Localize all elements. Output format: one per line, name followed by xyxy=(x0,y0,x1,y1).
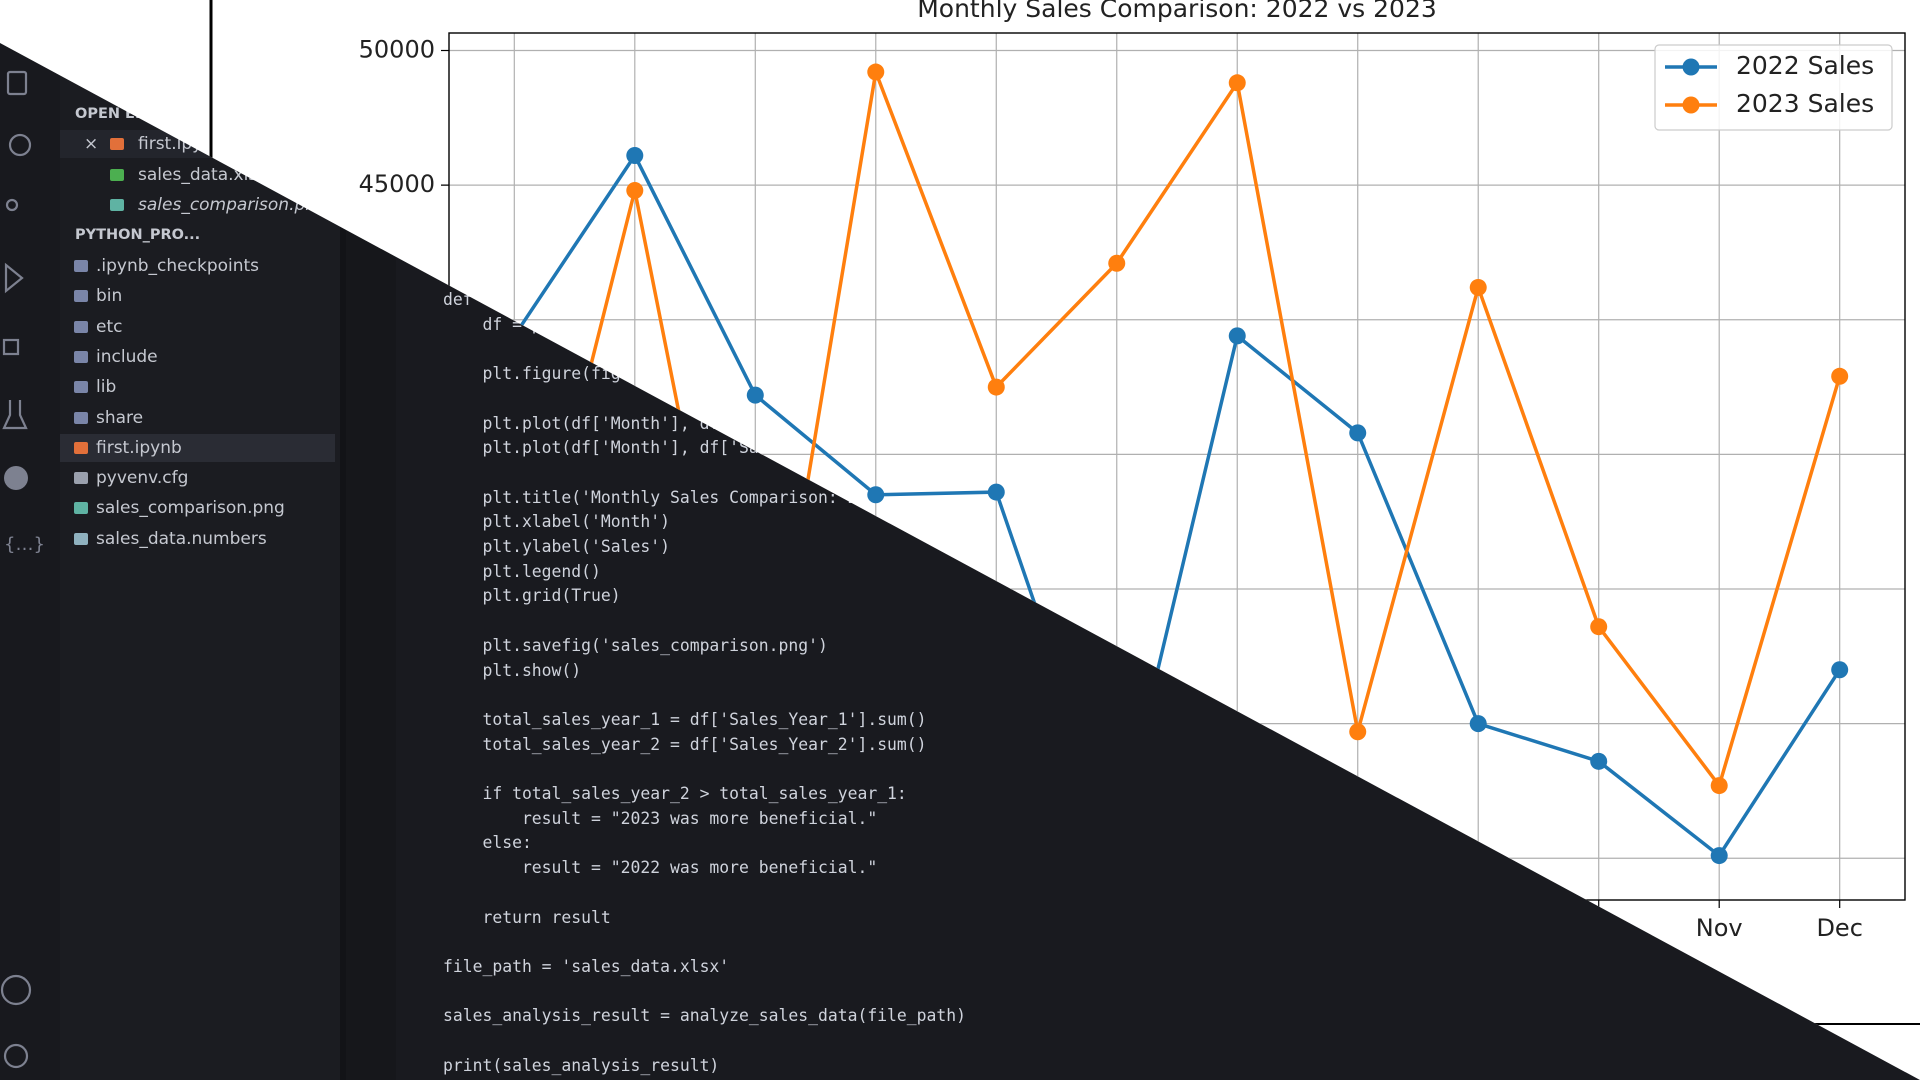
code-line: plt.savefig('sales_comparison.png') xyxy=(443,635,828,655)
legend-marker xyxy=(1682,58,1700,76)
extensions-icon[interactable] xyxy=(2,338,20,356)
item-icon xyxy=(74,532,88,545)
point xyxy=(1469,278,1487,296)
point xyxy=(1710,847,1728,865)
code-line: print(sales_analysis_result) xyxy=(443,1055,720,1075)
x-tick-label: Sep xyxy=(1456,914,1501,942)
y-tick-label: 50000 xyxy=(359,36,435,64)
close-icon[interactable]: × xyxy=(84,134,99,154)
code-line: sales_analysis_result = analyze_sales_da… xyxy=(443,1006,967,1026)
point xyxy=(1469,715,1487,733)
code-line: file_path = 'sales_data.xlsx' xyxy=(443,956,730,976)
code-line: result = "2023 was more beneficial." xyxy=(443,808,878,828)
code-line: else: xyxy=(443,833,532,853)
point xyxy=(987,378,1005,396)
item-icon xyxy=(74,411,88,424)
explorer-item[interactable]: etc xyxy=(60,313,335,341)
code-line: total_sales_year_2 = df['Sales_Year_2'].… xyxy=(443,734,927,754)
file-icon xyxy=(110,168,124,181)
legend-label: 2023 Sales xyxy=(1736,89,1874,118)
explorer-item[interactable]: lib xyxy=(60,373,335,401)
file-icon xyxy=(110,138,124,150)
x-tick-label: Dec xyxy=(1816,914,1862,942)
item-icon xyxy=(74,350,88,363)
run-icon[interactable] xyxy=(4,262,24,294)
explorer-item[interactable]: sales_data.numbers xyxy=(60,525,335,553)
explorer-item[interactable]: sales_comparison.png xyxy=(60,494,335,522)
code-line: if total_sales_year_2 > total_sales_year… xyxy=(443,784,907,803)
point xyxy=(1590,618,1608,636)
item-icon xyxy=(74,502,88,515)
point xyxy=(1831,367,1849,385)
explorer-item[interactable]: first.ipynb xyxy=(60,433,335,462)
code-line: plt.xlabel('Month') xyxy=(443,512,670,532)
point xyxy=(1710,777,1728,795)
code-line: result = "2022 was more beneficial." xyxy=(443,858,878,878)
legend-marker xyxy=(1682,96,1700,114)
point xyxy=(626,147,644,165)
item-icon xyxy=(74,290,88,303)
x-tick-label: Jun xyxy=(1096,914,1136,942)
item-icon xyxy=(74,441,88,454)
point xyxy=(867,486,885,504)
code-line: total_sales_year_1 = df['Sales_Year_1'].… xyxy=(443,709,927,729)
code-line: return result xyxy=(443,907,611,927)
explorer-item[interactable]: pyvenv.cfg xyxy=(60,464,335,492)
point xyxy=(1108,833,1126,851)
point xyxy=(1108,254,1126,272)
item-icon xyxy=(74,320,88,333)
y-tick-label: 45000 xyxy=(359,170,435,198)
item-icon xyxy=(74,472,88,485)
search-icon[interactable] xyxy=(8,133,32,157)
point xyxy=(1349,424,1367,442)
explorer-item[interactable]: share xyxy=(60,404,335,432)
item-icon xyxy=(74,381,88,394)
point xyxy=(1228,74,1246,92)
item-icon xyxy=(74,260,88,272)
activity-bar: {…} xyxy=(0,0,60,1080)
code-line: plt.legend() xyxy=(443,561,601,581)
open-editor[interactable]: sales_comparison.png xyxy=(60,191,338,219)
explorer-item[interactable]: .ipynb_checkpoints xyxy=(60,252,335,280)
x-tick-label: Aug xyxy=(1334,914,1381,942)
chart-title: Monthly Sales Comparison: 2022 vs 2023 xyxy=(917,0,1437,23)
activity-icons: {…} xyxy=(0,70,45,1069)
explorer-icon[interactable] xyxy=(6,70,28,96)
series-line xyxy=(512,152,1842,859)
x-tick-label: Mar xyxy=(733,914,778,942)
code-line: plt.show() xyxy=(443,660,582,680)
json-icon: {…} xyxy=(4,534,45,555)
x-tick-label: Apr xyxy=(855,914,897,942)
point xyxy=(746,386,764,404)
point xyxy=(987,483,1005,501)
x-tick-label: Nov xyxy=(1696,914,1743,942)
point xyxy=(626,182,644,200)
test-icon[interactable] xyxy=(2,400,28,430)
point xyxy=(1228,327,1246,345)
remote-icon[interactable] xyxy=(4,466,28,490)
settings-icon[interactable] xyxy=(3,1043,29,1069)
point xyxy=(1349,723,1367,741)
x-tick-label: Feb xyxy=(614,914,657,942)
point xyxy=(867,63,885,81)
point xyxy=(1831,661,1849,679)
code-line: plt.ylabel('Sales') xyxy=(443,537,670,556)
code-line: plt.grid(True) xyxy=(443,586,621,606)
legend-label: 2022 Sales xyxy=(1736,51,1874,80)
file-icon xyxy=(110,199,124,211)
section-header[interactable]: PYTHON_PRO... xyxy=(75,227,201,243)
account-icon[interactable] xyxy=(0,974,32,1006)
x-tick-label: May xyxy=(971,914,1021,942)
point xyxy=(1590,752,1608,770)
explorer-item[interactable]: bin xyxy=(60,282,335,310)
axes-frame xyxy=(448,32,1906,901)
x-tick-label: Jul xyxy=(1221,914,1252,942)
explorer-item[interactable]: include xyxy=(60,343,335,371)
x-tick-label: Oct xyxy=(1578,914,1620,942)
scm-icon[interactable] xyxy=(5,198,19,212)
